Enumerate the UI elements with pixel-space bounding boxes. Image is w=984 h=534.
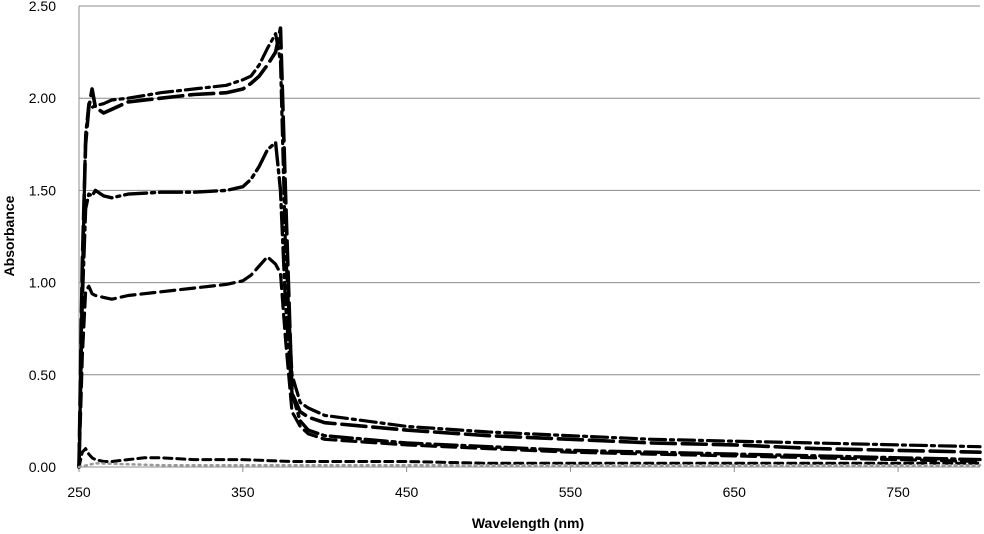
- series-line-4: [77, 255, 982, 469]
- y-tick-label: 0.00: [29, 459, 56, 475]
- series-line-3: [77, 140, 982, 469]
- x-tick-label: 250: [67, 484, 91, 500]
- x-tick-label: 750: [886, 484, 910, 500]
- series-line-2: [77, 26, 982, 469]
- y-tick-label: 1.50: [29, 182, 56, 198]
- y-tick-label: 0.50: [29, 367, 56, 383]
- x-tick-label: 650: [723, 484, 747, 500]
- y-tick-label: 1.00: [29, 275, 56, 291]
- x-axis-title: Wavelength (nm): [472, 515, 584, 531]
- x-tick-labels: 250 350 450 550 650 750: [67, 484, 910, 500]
- x-tick-label: 350: [231, 484, 255, 500]
- series-line-6: [77, 462, 982, 469]
- y-tick-label: 2.00: [29, 90, 56, 106]
- y-axis-title: Absorbance: [1, 195, 17, 276]
- y-tick-labels: 0.00 0.50 1.00 1.50 2.00 2.50: [29, 0, 56, 475]
- series-group: [77, 26, 982, 469]
- x-tick-label: 450: [395, 484, 419, 500]
- axes: [78, 6, 980, 472]
- y-tick-label: 2.50: [29, 0, 56, 14]
- series-line-5: [77, 447, 982, 469]
- x-tick-label: 550: [559, 484, 583, 500]
